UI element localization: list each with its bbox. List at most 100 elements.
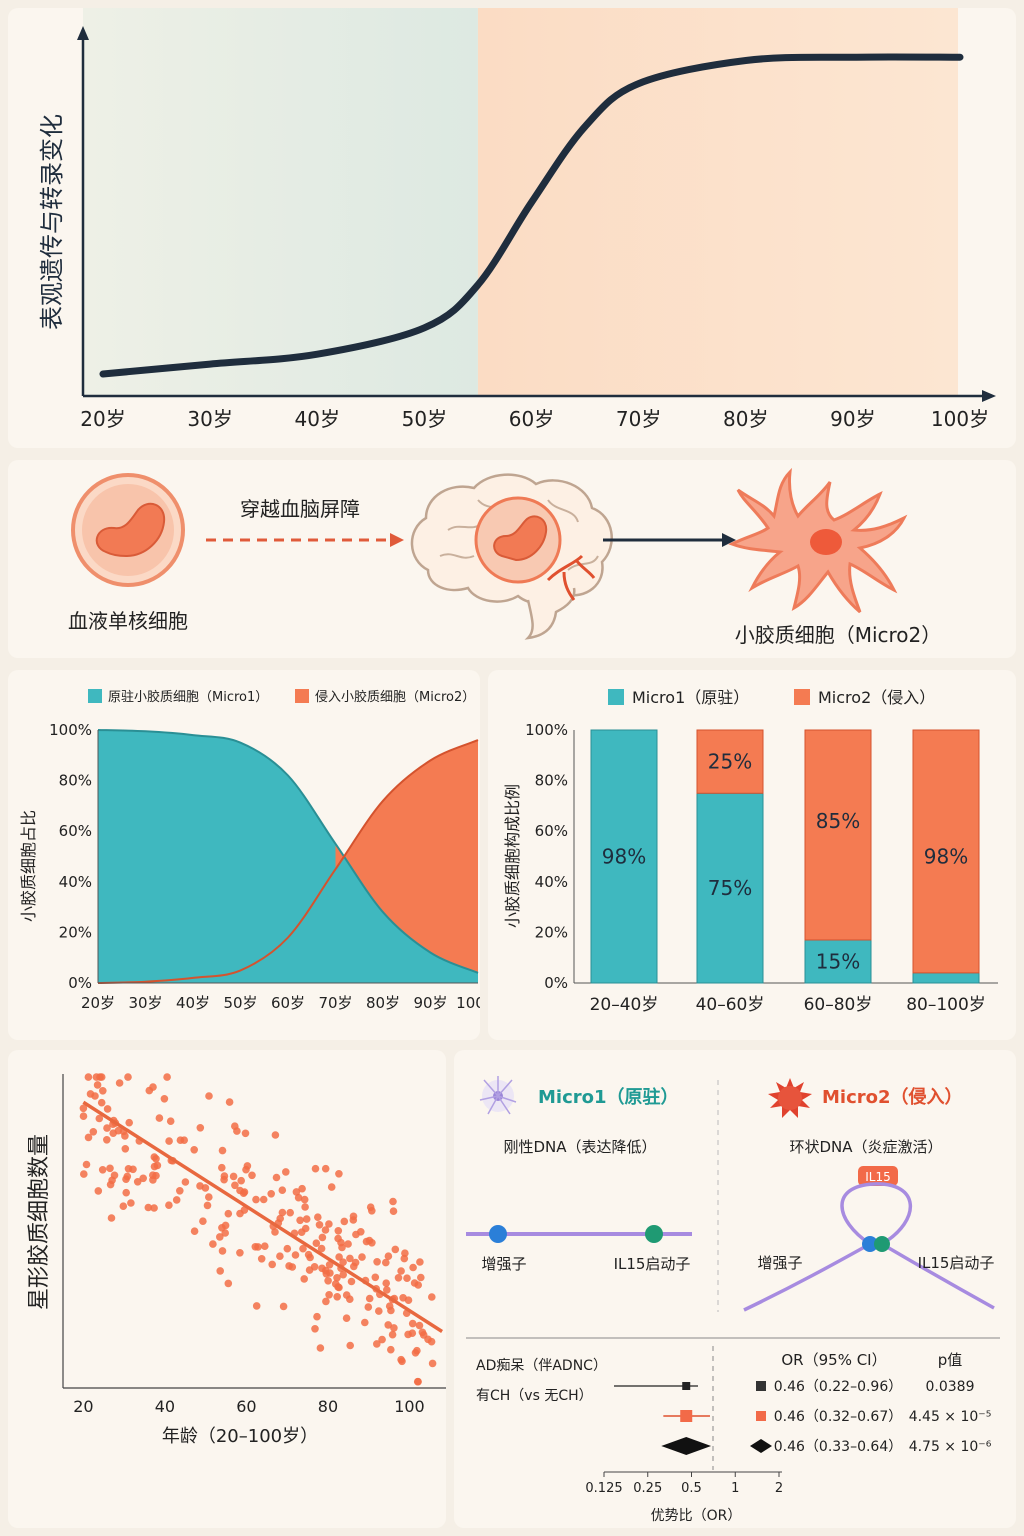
scatter-points xyxy=(79,1073,437,1386)
scatter-point xyxy=(378,1335,386,1344)
scatter-point xyxy=(231,1181,239,1190)
scatter-point xyxy=(300,1275,309,1283)
il15-tag-label: IL15 xyxy=(865,1170,891,1184)
scatter-point xyxy=(321,1164,330,1173)
scatter-point xyxy=(278,1186,287,1194)
y-axis-label: 小胶质细胞占比 xyxy=(19,810,38,922)
epigenetic-curve-line xyxy=(99,53,964,378)
scatter-point xyxy=(196,1124,205,1132)
x-tick-40: 40 xyxy=(155,1397,175,1416)
scatter-point xyxy=(236,1249,244,1257)
scatter-point xyxy=(79,1104,88,1113)
scatter-point xyxy=(80,1170,88,1178)
bar-label-micro2-2: 85% xyxy=(816,809,860,833)
y-tick-labels: 0% 20% 40% 60% 80% 100% xyxy=(49,721,92,992)
scatter-point xyxy=(408,1319,417,1328)
scatter-point xyxy=(93,1081,102,1089)
scatter-point xyxy=(221,1229,229,1237)
scatter-point xyxy=(190,1227,199,1235)
y-tick-40: 40% xyxy=(535,873,568,891)
scatter-point xyxy=(365,1294,374,1303)
monocyte-label: 血液单核细胞 xyxy=(68,609,188,633)
scatter-point xyxy=(122,1188,130,1197)
x-tick-90: 90岁 xyxy=(413,994,447,1012)
scatter-point xyxy=(404,1330,412,1339)
bar-micro1-0 xyxy=(590,729,658,984)
scatter-point xyxy=(340,1217,349,1226)
x-tick-100: 100 xyxy=(394,1397,425,1416)
bar-micro2-2 xyxy=(804,729,872,941)
legend-swatch-micro2 xyxy=(295,689,309,703)
bar-micro2-1 xyxy=(696,729,764,794)
scatter-point xyxy=(282,1168,290,1176)
scatter-point xyxy=(94,1187,103,1195)
scatter-point xyxy=(347,1277,356,1286)
scatter-point xyxy=(315,1221,324,1229)
scatter-point xyxy=(271,1228,279,1236)
forest-p-2: 4.75 × 10⁻⁶ xyxy=(909,1439,992,1455)
forest-legend-marker-1 xyxy=(756,1411,766,1421)
y-tick-40: 40% xyxy=(59,873,92,891)
micro1-title: Micro1（原驻） xyxy=(538,1086,679,1108)
scatter-point xyxy=(302,1215,311,1223)
x-tick-0: 20–40岁 xyxy=(590,995,659,1015)
y-axis-label: 星形胶质细胞数量 xyxy=(27,1134,52,1310)
bar-label-micro1-1: 75% xyxy=(708,876,752,900)
scatter-point xyxy=(344,1240,352,1248)
bbb-label: 穿越血脑屏障 xyxy=(240,497,360,521)
bar-micro1-2 xyxy=(804,939,872,984)
scatter-point xyxy=(82,1160,91,1169)
scatter-point xyxy=(404,1296,413,1304)
scatter-point xyxy=(199,1217,207,1225)
forest-x-tick-0.125: 0.125 xyxy=(585,1481,622,1496)
scatter-point xyxy=(371,1273,380,1282)
scatter-point xyxy=(229,1172,238,1181)
forest-x-tick-0.25: 0.25 xyxy=(633,1481,662,1496)
scatter-point xyxy=(279,1302,288,1311)
scatter-point xyxy=(375,1307,383,1315)
scatter-point xyxy=(261,1242,269,1250)
scatter-point xyxy=(122,1175,130,1183)
monocyte-icon xyxy=(71,473,185,587)
scatter-point xyxy=(311,1164,320,1173)
x-tick-50: 50岁 xyxy=(223,994,257,1012)
scatter-point xyxy=(133,1178,142,1186)
scatter-point xyxy=(297,1228,306,1236)
dna-forest-panel: Micro1（原驻） 刚性DNA（表达降低） 增强子 IL15启动子 Micro… xyxy=(454,1050,1016,1528)
dna-and-forest-diagram: Micro1（原驻） 刚性DNA（表达降低） 增强子 IL15启动子 Micro… xyxy=(466,1076,1000,1524)
x-tick-20: 20岁 xyxy=(80,407,125,431)
scatter-point xyxy=(417,1273,425,1282)
legend-swatch-micro1 xyxy=(608,689,624,705)
scatter-point xyxy=(267,1190,276,1198)
legend-label-micro2: 侵入小胶质细胞（Micro2） xyxy=(315,689,475,705)
x-tick-40: 40岁 xyxy=(295,407,340,431)
scatter-point xyxy=(107,1214,116,1222)
micro1-neuron-icon xyxy=(479,1076,517,1115)
scatter-point xyxy=(384,1252,393,1260)
micro2-subtitle: 环状DNA（炎症激活） xyxy=(789,1138,942,1156)
microglia-fraction-panel: 原驻小胶质细胞（Micro1） 侵入小胶质细胞（Micro2） 小胶质细胞占比 … xyxy=(8,670,480,1040)
scatter-point xyxy=(259,1195,268,1204)
scatter-point xyxy=(144,1203,153,1212)
scatter-point xyxy=(384,1321,393,1329)
micro2-title: Micro2（侵入） xyxy=(822,1086,963,1108)
micro1-promoter-label: IL15启动子 xyxy=(614,1255,691,1273)
x-tick-90: 90岁 xyxy=(830,407,875,431)
forest-legend-marker-0 xyxy=(756,1381,766,1391)
micro2-promoter-dot xyxy=(874,1236,890,1252)
scatter-point xyxy=(165,1201,173,1209)
scatter-point xyxy=(79,1112,88,1120)
scatter-point xyxy=(358,1253,366,1261)
scatter-point xyxy=(276,1252,284,1260)
scatter-point xyxy=(401,1249,409,1257)
scatter-point xyxy=(346,1254,354,1263)
scatter-point xyxy=(310,1263,319,1271)
scatter-point xyxy=(127,1199,135,1207)
micro2-virus-icon xyxy=(768,1078,812,1118)
scatter-point xyxy=(150,1204,158,1212)
scatter-point xyxy=(389,1207,398,1215)
scatter-point xyxy=(220,1175,228,1184)
forest-x-tick-0.5: 0.5 xyxy=(681,1481,702,1496)
scatter-point xyxy=(415,1321,424,1330)
y-tick-100: 100% xyxy=(525,721,568,739)
